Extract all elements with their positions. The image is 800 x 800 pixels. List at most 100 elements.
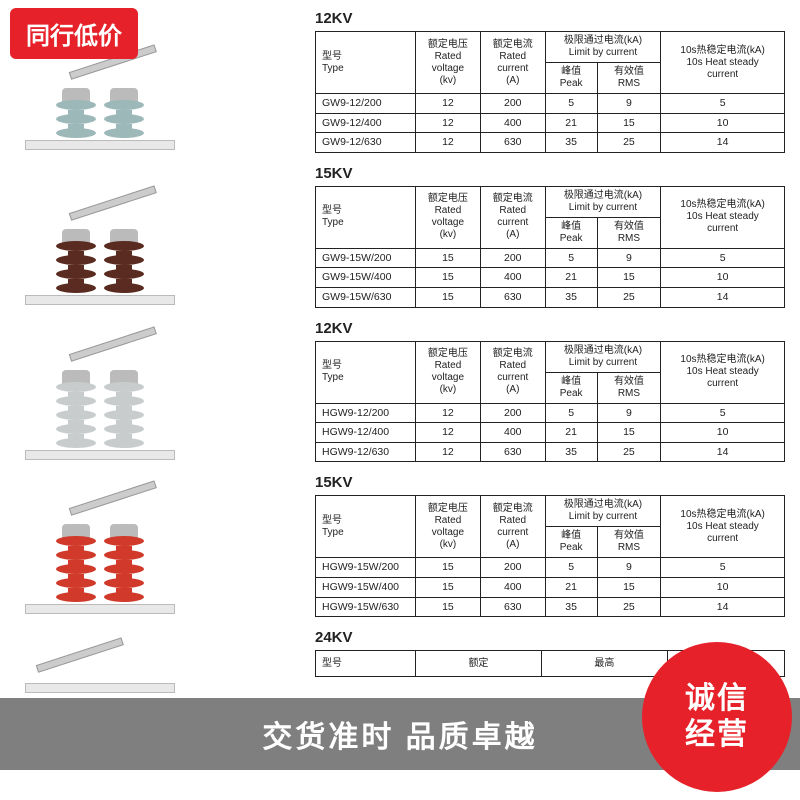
cell-voltage: 12 <box>416 94 481 114</box>
section-title: 12KV <box>315 10 785 27</box>
cell-current: 400 <box>480 268 545 288</box>
cell-voltage: 12 <box>416 113 481 133</box>
cell-peak: 35 <box>545 597 597 617</box>
cell-current: 630 <box>480 133 545 153</box>
insulator-shed <box>56 438 96 448</box>
switch-blade <box>69 185 157 220</box>
insulator-shed <box>104 564 144 574</box>
insulator-shed <box>104 382 144 392</box>
insulator-pair <box>58 370 142 448</box>
cell-type: GW9-12/400 <box>316 113 416 133</box>
cell-heat: 10 <box>661 268 785 288</box>
col-heat: 10s热稳定电流(kA)10s Heat steadycurrent <box>661 32 785 94</box>
cell-current: 400 <box>480 113 545 133</box>
section-title: 15KV <box>315 165 785 182</box>
cell-voltage: 15 <box>416 268 481 288</box>
cell-peak: 5 <box>545 248 597 268</box>
cell-rms: 15 <box>597 423 661 443</box>
cell-heat: 10 <box>661 577 785 597</box>
col-current: 额定电流Ratedcurrent(A) <box>480 186 545 248</box>
cell-rms: 9 <box>597 94 661 114</box>
insulator-shed <box>104 100 144 110</box>
table-row: GW9-12/630 12 630 35 25 14 <box>316 133 785 153</box>
cell-rms: 25 <box>597 287 661 307</box>
col-current: 额定电流Ratedcurrent(A) <box>480 32 545 94</box>
spec-section: 12KV 型号Type 额定电压Ratedvoltage(kv) 额定电流Rat… <box>115 10 785 153</box>
cell-heat: 14 <box>661 597 785 617</box>
col-heat: 10s热稳定电流(kA)10s Heat steadycurrent <box>661 186 785 248</box>
integrity-badge: 诚信 经营 <box>642 642 792 792</box>
insulator-pair <box>58 229 142 293</box>
cell-peak: 5 <box>545 403 597 423</box>
spec-table: 型号Type 额定电压Ratedvoltage(kv) 额定电流Ratedcur… <box>315 186 785 308</box>
cell-type: GW9-15W/200 <box>316 248 416 268</box>
insulator-shed <box>104 536 144 546</box>
insulator-shed <box>56 269 96 279</box>
col-limit: 极限通过电流(kA)Limit by current <box>545 496 661 527</box>
cell-current: 400 <box>480 423 545 443</box>
cell-rms: 9 <box>597 403 661 423</box>
insulator-shed <box>56 114 96 124</box>
section-title: 12KV <box>315 320 785 337</box>
cell-voltage: 15 <box>416 287 481 307</box>
table-row: HGW9-15W/200 15 200 5 9 5 <box>316 558 785 578</box>
cell-rms: 25 <box>597 597 661 617</box>
insulator-shed <box>56 283 96 293</box>
cell-rms: 25 <box>597 133 661 153</box>
table-header-row-1: 型号Type 额定电压Ratedvoltage(kv) 额定电流Ratedcur… <box>316 341 785 372</box>
badge-text: 诚信 经营 <box>685 681 749 753</box>
col-type: 型号Type <box>316 186 416 248</box>
peer-low-price-badge: 同行低价 <box>10 8 138 59</box>
col-max: 最高 <box>541 651 667 677</box>
insulator-shed <box>56 241 96 251</box>
insulator <box>58 524 94 602</box>
col-rms: 有效值RMS <box>597 63 661 94</box>
col-limit: 极限通过电流(kA)Limit by current <box>545 186 661 217</box>
cell-peak: 35 <box>545 133 597 153</box>
cell-rms: 15 <box>597 268 661 288</box>
insulator <box>58 88 94 138</box>
table-row: HGW9-12/200 12 200 5 9 5 <box>316 403 785 423</box>
cell-type: HGW9-12/400 <box>316 423 416 443</box>
insulator-shed <box>104 241 144 251</box>
cell-voltage: 15 <box>416 597 481 617</box>
cell-peak: 21 <box>545 577 597 597</box>
insulator-shed <box>56 578 96 588</box>
cell-type: HGW9-15W/400 <box>316 577 416 597</box>
base-plate <box>25 140 175 150</box>
cell-peak: 21 <box>545 113 597 133</box>
insulator-shed <box>56 396 96 406</box>
col-heat: 10s热稳定电流(kA)10s Heat steadycurrent <box>661 341 785 403</box>
insulator-shed <box>56 410 96 420</box>
table-row: HGW9-15W/630 15 630 35 25 14 <box>316 597 785 617</box>
table-row: HGW9-12/630 12 630 35 25 14 <box>316 442 785 462</box>
col-voltage: 额定电压Ratedvoltage(kv) <box>416 32 481 94</box>
insulator-shed <box>56 128 96 138</box>
cell-peak: 35 <box>545 442 597 462</box>
col-rms: 有效值RMS <box>597 217 661 248</box>
cell-heat: 14 <box>661 133 785 153</box>
insulator-shed <box>56 592 96 602</box>
col-type: 型号 <box>316 651 416 677</box>
table-header-row-1: 型号Type 额定电压Ratedvoltage(kv) 额定电流Ratedcur… <box>316 496 785 527</box>
cell-type: GW9-15W/400 <box>316 268 416 288</box>
insulator-pair <box>58 524 142 602</box>
cell-peak: 5 <box>545 94 597 114</box>
insulator-shed <box>104 396 144 406</box>
insulator-shed <box>104 592 144 602</box>
cell-heat: 5 <box>661 248 785 268</box>
table-row: GW9-15W/200 15 200 5 9 5 <box>316 248 785 268</box>
cell-heat: 14 <box>661 442 785 462</box>
col-limit: 极限通过电流(kA)Limit by current <box>545 32 661 63</box>
cell-current: 200 <box>480 248 545 268</box>
cell-current: 630 <box>480 597 545 617</box>
cell-heat: 5 <box>661 558 785 578</box>
col-peak: 峰值Peak <box>545 217 597 248</box>
cell-voltage: 12 <box>416 133 481 153</box>
insulator-shed <box>56 382 96 392</box>
cell-heat: 5 <box>661 94 785 114</box>
cell-rms: 25 <box>597 442 661 462</box>
insulator-shed <box>104 283 144 293</box>
table-row: HGW9-12/400 12 400 21 15 10 <box>316 423 785 443</box>
col-voltage: 额定 <box>416 651 542 677</box>
